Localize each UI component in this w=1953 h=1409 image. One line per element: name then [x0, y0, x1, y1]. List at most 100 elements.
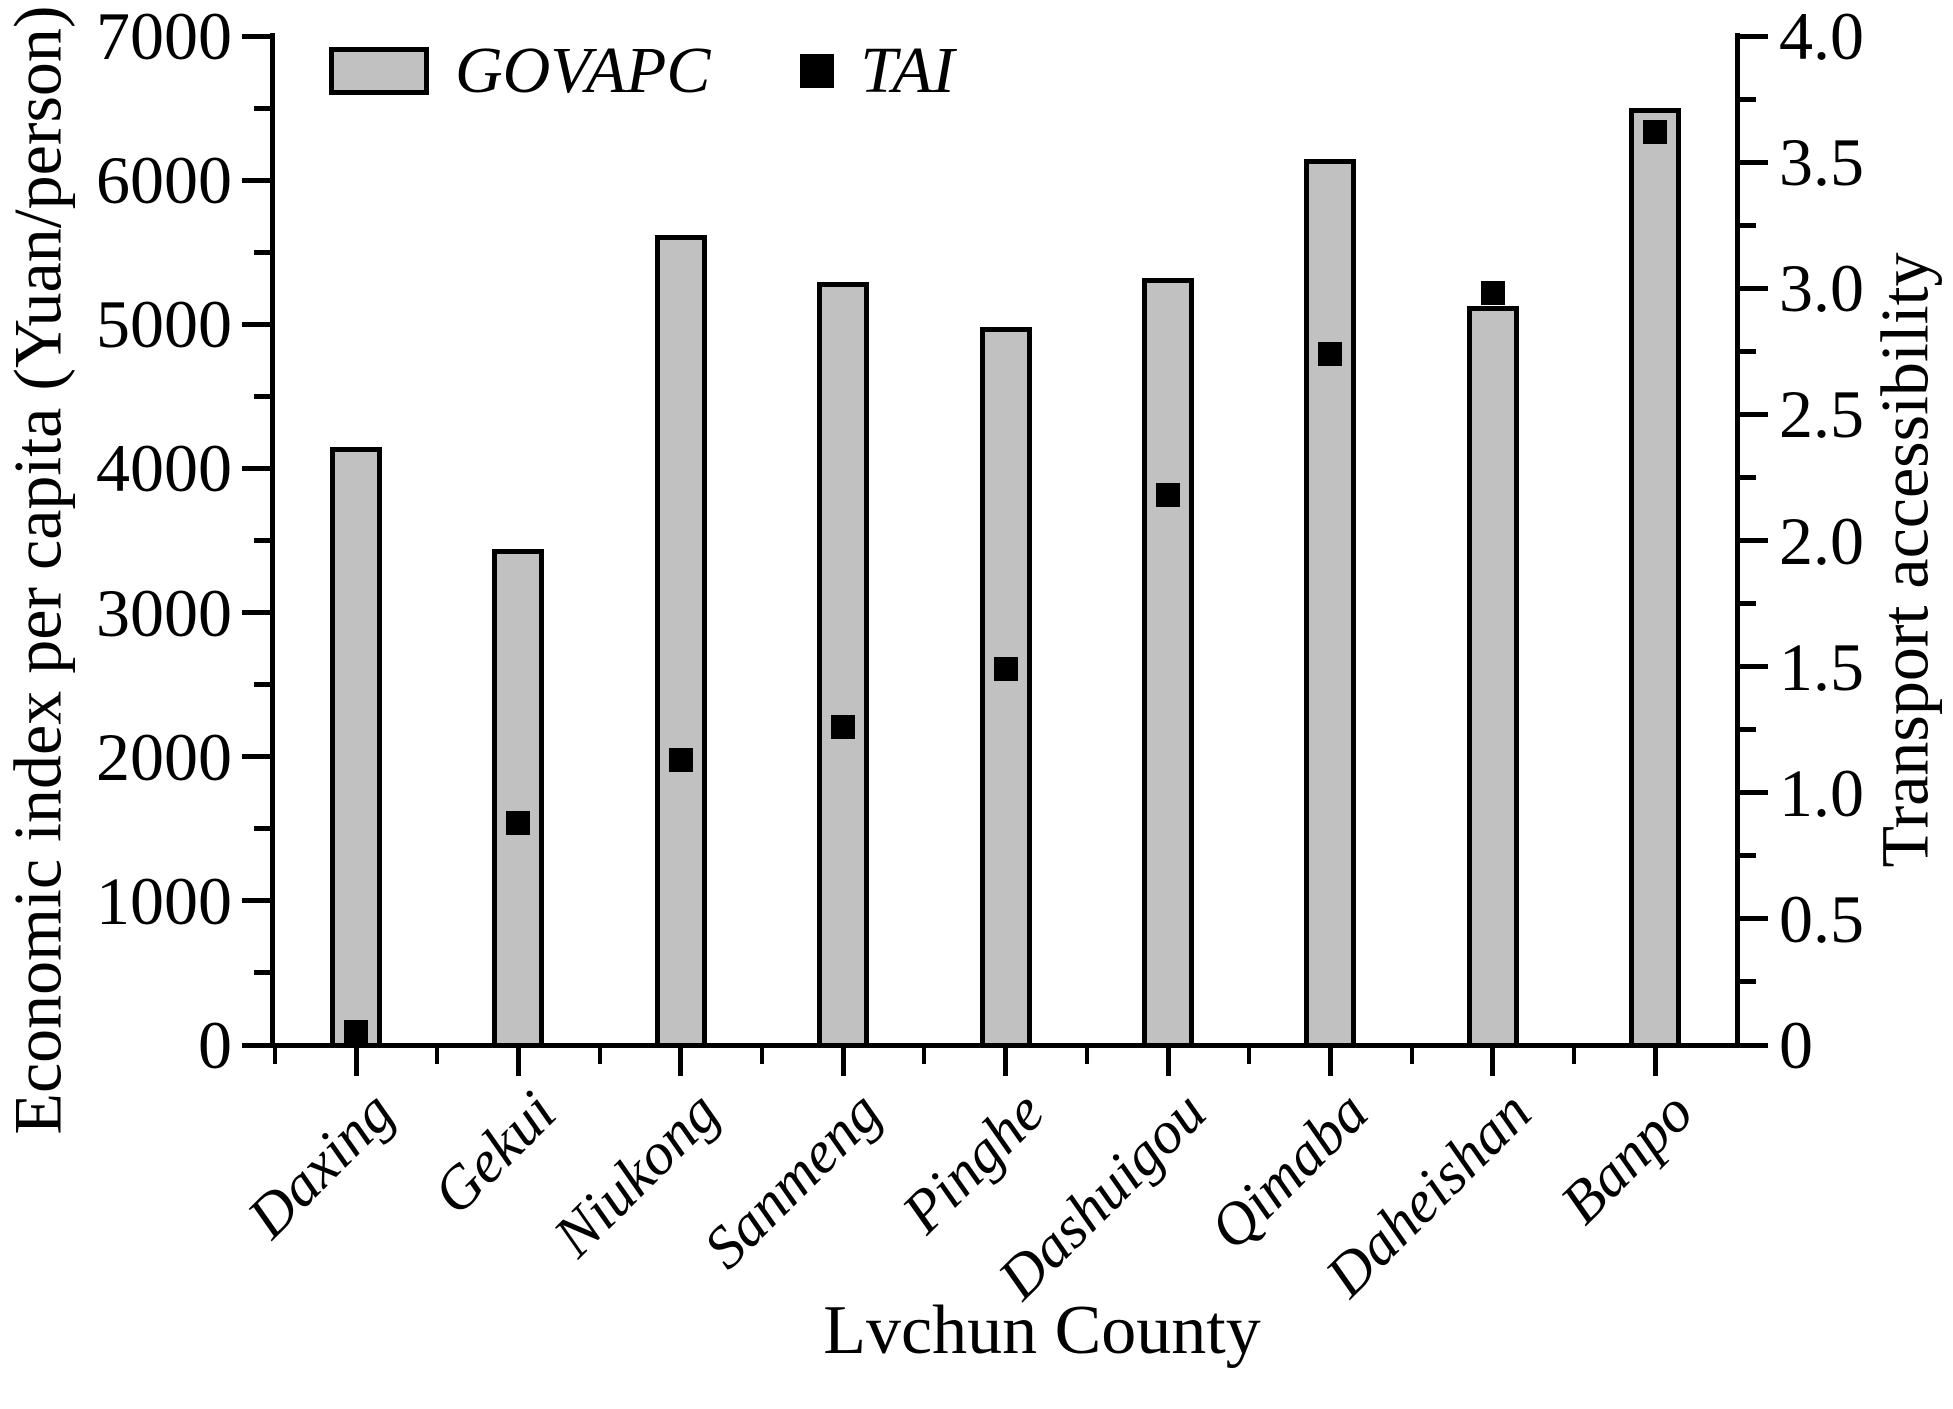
left-minor-tick-6500: [254, 106, 270, 111]
legend: GOVAPC TAI: [329, 34, 955, 107]
x-minor-tick-0: [273, 1048, 277, 1064]
x-minor-tick-2: [598, 1048, 602, 1064]
right-minor-tick-0.75: [1740, 853, 1756, 858]
left-major-tick-2000: [242, 754, 270, 759]
tai-marker-Banpo: [1643, 120, 1667, 144]
right-minor-tick-1.75: [1740, 601, 1756, 606]
right-tick-label-3.5: 3.5: [1779, 124, 1864, 200]
tai-marker-Qimaba: [1318, 342, 1342, 366]
left-tick-label-1000: 1000: [96, 863, 232, 939]
x-major-tick-Gekui: [516, 1048, 521, 1076]
tai-marker-Gekui: [506, 811, 530, 835]
govapc-bar-Pinghe: [980, 327, 1032, 1048]
left-tick-label-0: 0: [198, 1007, 232, 1083]
right-major-tick-1.00: [1740, 790, 1768, 795]
left-tick-label-4000: 4000: [96, 430, 232, 506]
right-major-tick-1.50: [1740, 664, 1768, 669]
x-major-tick-Sanmeng: [841, 1048, 846, 1076]
legend-govapc-label: GOVAPC: [455, 34, 711, 107]
tai-marker-Daheishan: [1481, 281, 1505, 305]
x-category-label-Daxing: Daxing: [234, 1078, 407, 1251]
x-minor-tick-7: [1410, 1048, 1414, 1064]
legend-tai-swatch: [800, 54, 835, 88]
govapc-bar-Niukong: [655, 235, 707, 1048]
x-major-tick-Daheishan: [1490, 1048, 1495, 1076]
govapc-bar-Sanmeng: [817, 282, 869, 1048]
right-major-tick-2.50: [1740, 412, 1768, 417]
right-tick-label-3.0: 3.0: [1779, 250, 1864, 326]
right-tick-label-1.0: 1.0: [1779, 755, 1864, 831]
x-minor-tick-6: [1247, 1048, 1251, 1064]
left-tick-label-7000: 7000: [96, 0, 232, 74]
tai-marker-Niukong: [669, 748, 693, 772]
left-tick-label-3000: 3000: [96, 575, 232, 651]
left-major-tick-6000: [242, 178, 270, 183]
x-minor-tick-1: [435, 1048, 439, 1064]
govapc-bar-Daxing: [330, 447, 382, 1048]
left-major-tick-4000: [242, 466, 270, 471]
right-minor-tick-3.25: [1740, 223, 1756, 228]
right-major-tick-4.00: [1740, 34, 1768, 39]
x-axis-line: [270, 1043, 1740, 1048]
right-tick-label-4.0: 4.0: [1779, 0, 1864, 74]
x-axis-title: Lvchun County: [823, 1292, 1261, 1369]
govapc-bar-Daheishan: [1467, 306, 1519, 1048]
right-major-tick-3.50: [1740, 160, 1768, 165]
right-tick-label-1.5: 1.5: [1779, 629, 1864, 705]
left-major-tick-3000: [242, 610, 270, 615]
tai-marker-Pinghe: [994, 657, 1018, 681]
govapc-bar-Banpo: [1629, 108, 1681, 1048]
left-major-tick-5000: [242, 322, 270, 327]
left-major-tick-0: [242, 1043, 270, 1048]
x-major-tick-Pinghe: [1003, 1048, 1008, 1076]
x-category-label-Gekui: Gekui: [420, 1078, 569, 1227]
right-minor-tick-0.25: [1740, 979, 1756, 984]
right-minor-tick-3.75: [1740, 97, 1756, 102]
x-category-label-Banpo: Banpo: [1547, 1078, 1706, 1237]
right-minor-tick-2.75: [1740, 349, 1756, 354]
x-minor-tick-5: [1085, 1048, 1089, 1064]
right-tick-label-2.0: 2.0: [1779, 503, 1864, 579]
right-tick-label-0.5: 0.5: [1779, 881, 1864, 957]
x-minor-tick-4: [922, 1048, 926, 1064]
right-major-tick-3.00: [1740, 286, 1768, 291]
govapc-bar-Gekui: [492, 549, 544, 1048]
right-major-tick-0.00: [1740, 1043, 1768, 1048]
left-axis-spine: [270, 33, 275, 1048]
x-minor-tick-3: [760, 1048, 764, 1064]
left-tick-label-6000: 6000: [96, 142, 232, 218]
govapc-bar-Qimaba: [1304, 159, 1356, 1048]
left-major-tick-1000: [242, 898, 270, 903]
left-minor-tick-5500: [254, 250, 270, 255]
govapc-bar-Dashuigou: [1142, 278, 1194, 1048]
x-minor-tick-8: [1572, 1048, 1576, 1064]
left-major-tick-7000: [242, 34, 270, 39]
x-major-tick-Qimaba: [1328, 1048, 1333, 1076]
right-tick-label-2.5: 2.5: [1779, 376, 1864, 452]
tai-marker-Daxing: [344, 1020, 368, 1044]
left-minor-tick-4500: [254, 394, 270, 399]
left-minor-tick-500: [254, 970, 270, 975]
x-major-tick-Dashuigou: [1166, 1048, 1171, 1076]
right-major-tick-2.00: [1740, 538, 1768, 543]
right-major-tick-0.50: [1740, 916, 1768, 921]
right-axis-title: Transport accessibility: [1866, 252, 1943, 868]
x-major-tick-Banpo: [1653, 1048, 1658, 1076]
left-minor-tick-3500: [254, 538, 270, 543]
legend-tai-label: TAI: [860, 34, 955, 107]
tai-marker-Sanmeng: [831, 715, 855, 739]
right-minor-tick-2.25: [1740, 475, 1756, 480]
right-axis-spine: [1735, 33, 1740, 1048]
left-minor-tick-1500: [254, 826, 270, 831]
tai-marker-Dashuigou: [1156, 483, 1180, 507]
legend-govapc-swatch: [329, 47, 429, 95]
right-minor-tick-1.25: [1740, 727, 1756, 732]
x-category-label-Sanmeng: Sanmeng: [691, 1078, 894, 1281]
x-major-tick-Daxing: [354, 1048, 359, 1076]
left-minor-tick-2500: [254, 682, 270, 687]
x-major-tick-Niukong: [678, 1048, 683, 1076]
left-tick-label-2000: 2000: [96, 719, 232, 795]
left-tick-label-5000: 5000: [96, 286, 232, 362]
right-tick-label-0: 0: [1779, 1007, 1813, 1083]
